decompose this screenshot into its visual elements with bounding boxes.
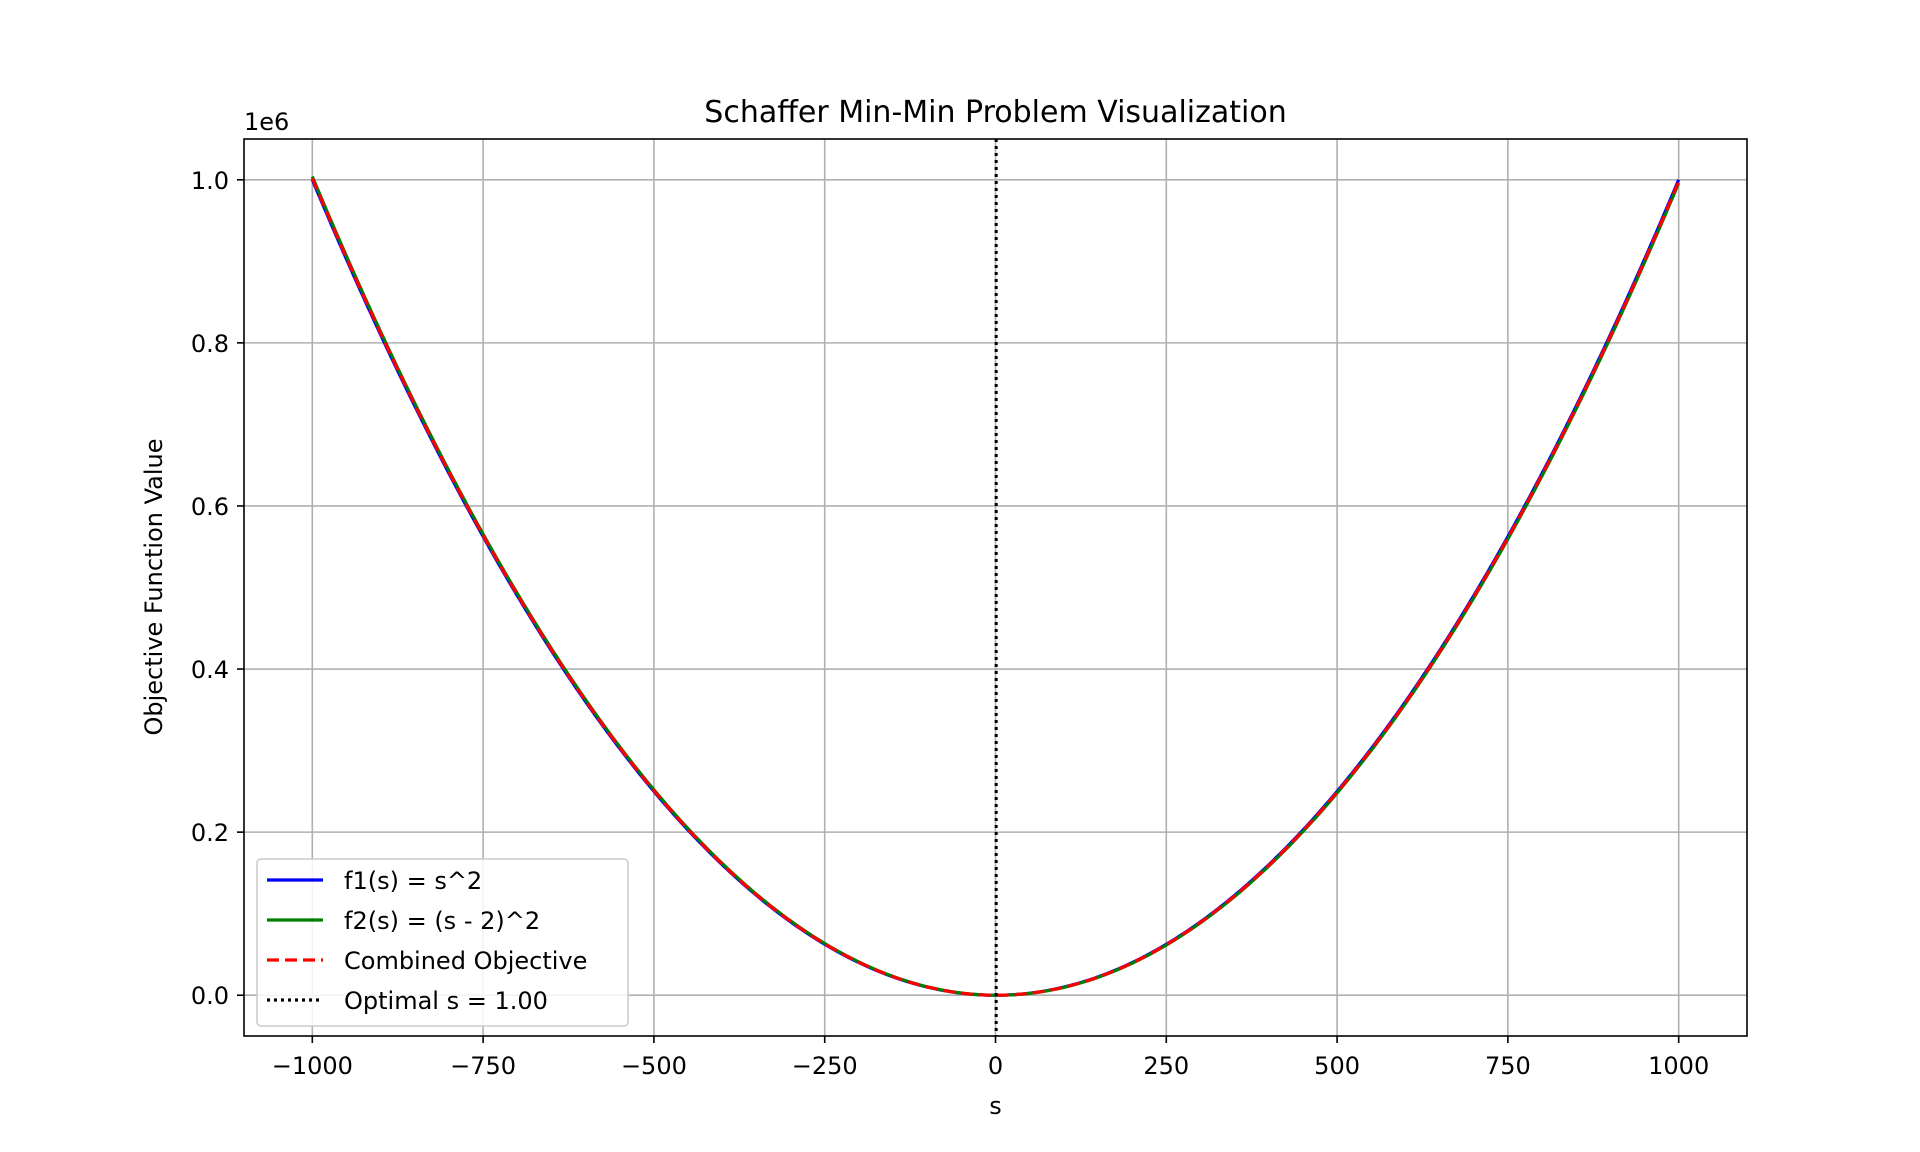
y-tick-label: 0.0: [191, 982, 229, 1010]
x-tick-label: 0: [988, 1052, 1003, 1080]
tick-marks: −1000 −750 −500 −250 0 250 500 750 1000 0.0 0.2 0.4…: [191, 167, 1709, 1080]
x-tick-label: 250: [1143, 1052, 1189, 1080]
x-axis-label: s: [989, 1092, 1002, 1120]
y-tick-label: 0.4: [191, 656, 229, 684]
y-tick-label: 0.6: [191, 493, 229, 521]
x-tick-label: −1000: [272, 1052, 353, 1080]
y-tick-label: 0.2: [191, 819, 229, 847]
x-tick-label: 1000: [1648, 1052, 1709, 1080]
y-tick-label: 0.8: [191, 330, 229, 358]
legend: f1(s) = s^2 f2(s) = (s - 2)^2 Combined Obj…: [256, 858, 629, 1027]
legend-label: Optimal s = 1.00: [344, 987, 548, 1015]
x-tick-label: −250: [792, 1052, 858, 1080]
legend-label: Combined Objective: [344, 947, 587, 975]
x-tick-label: 500: [1314, 1052, 1360, 1080]
x-tick-label: −750: [450, 1052, 516, 1080]
legend-label: f2(s) = (s - 2)^2: [344, 907, 540, 935]
y-axis-label: Objective Function Value: [140, 438, 168, 735]
series-lines: [310, 139, 1681, 1036]
x-tick-label: −500: [621, 1052, 687, 1080]
legend-label: f1(s) = s^2: [344, 867, 482, 895]
x-tick-label: 750: [1485, 1052, 1531, 1080]
y-tick-label: 1.0: [191, 167, 229, 195]
y-offset-label: 1e6: [244, 108, 289, 136]
chart-title: Schaffer Min-Min Problem Visualization: [704, 95, 1286, 130]
series-line-3: [310, 177, 1681, 997]
legend-box: [256, 858, 629, 1027]
